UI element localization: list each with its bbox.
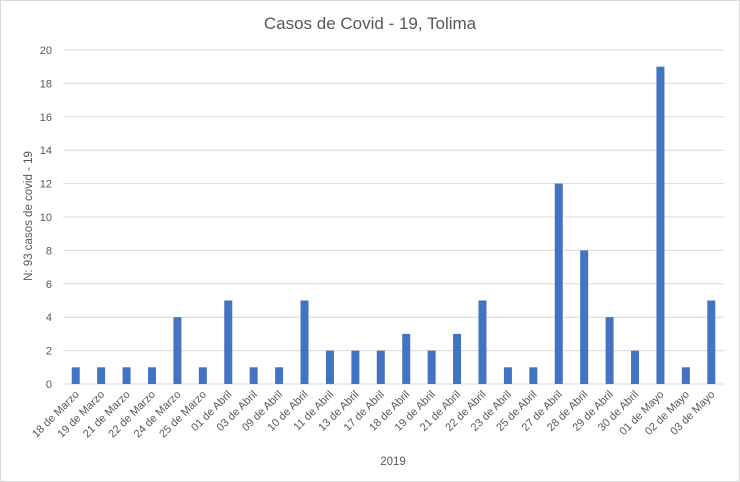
bar <box>631 350 640 384</box>
bar <box>376 350 385 384</box>
bar <box>147 367 156 384</box>
y-axis-ticks: 0 2 4 6 8 10 12 14 16 18 20 <box>40 45 52 391</box>
gridlines <box>63 49 724 385</box>
bar <box>249 367 258 384</box>
bar <box>427 350 436 384</box>
bar <box>554 183 563 384</box>
y-tick-label: 2 <box>46 346 52 358</box>
chart-title: Casos de Covid - 19, Tolima <box>264 14 477 33</box>
y-tick-label: 6 <box>46 279 52 291</box>
bar <box>325 350 334 384</box>
bar <box>224 300 233 384</box>
y-axis-label: N: 93 casos de covid - 19 <box>23 151 35 281</box>
bar <box>605 317 614 384</box>
bars <box>71 66 716 384</box>
bar <box>351 350 360 384</box>
bar <box>173 317 182 384</box>
bar <box>453 333 462 384</box>
bar <box>681 367 690 384</box>
bar <box>300 300 309 384</box>
bar <box>275 367 284 384</box>
y-tick-label: 16 <box>40 112 52 124</box>
y-tick-label: 4 <box>46 312 52 324</box>
y-tick-label: 10 <box>40 212 52 224</box>
y-tick-label: 0 <box>46 379 52 391</box>
bar <box>529 367 538 384</box>
bar <box>97 367 106 384</box>
bar <box>402 333 411 384</box>
y-tick-label: 8 <box>46 245 52 257</box>
bar <box>71 367 80 384</box>
bar <box>478 300 487 384</box>
y-tick-label: 18 <box>40 78 52 90</box>
bar <box>503 367 512 384</box>
bar <box>707 300 716 384</box>
bar <box>122 367 131 384</box>
y-tick-label: 20 <box>40 45 52 57</box>
y-tick-label: 14 <box>40 145 52 157</box>
x-axis-label: 2019 <box>380 456 406 468</box>
bar <box>580 250 589 384</box>
bar <box>656 66 665 384</box>
bar <box>198 367 207 384</box>
y-tick-label: 12 <box>40 179 52 191</box>
